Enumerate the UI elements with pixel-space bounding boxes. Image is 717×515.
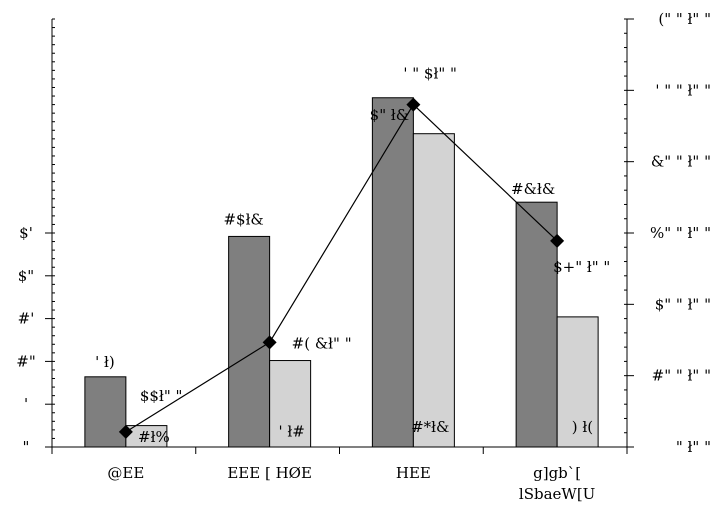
line-marker-4 — [550, 233, 565, 248]
y-right-tick-label: (" " ł" " — [658, 10, 711, 28]
y-right-tick-label: %" " ł" " — [650, 224, 711, 242]
bar-dark-1 — [84, 376, 127, 448]
x-tick-label: HEE — [396, 464, 431, 482]
bar-dark-label: ' ł) — [95, 353, 115, 371]
x-tick-label: @EE — [107, 464, 144, 482]
x-tick-label: g]gb`[lSbaeW[U — [519, 464, 595, 503]
bar-dark-2 — [228, 235, 271, 448]
bar-dark-4 — [515, 201, 558, 448]
bar-light-4 — [556, 316, 599, 448]
bar-light-2 — [269, 360, 312, 448]
bar-dark-label: #&ł& — [511, 180, 555, 198]
y-left-tick-label: ' — [24, 395, 28, 413]
bar-dark-label: #$ł& — [223, 210, 263, 228]
bar-light-3 — [412, 133, 455, 448]
y-right-tick-label: #" " ł" " — [652, 367, 711, 385]
x-tick-label: EEE [ HØE — [227, 464, 312, 482]
y-left-tick-label: $" — [18, 267, 34, 285]
bar-light-label: #ł% — [138, 428, 170, 446]
bar-light-label: ' ł# — [278, 423, 304, 441]
y-left-tick-label: " — [23, 438, 30, 456]
y-left-tick-label: $' — [19, 224, 33, 242]
line-series — [118, 97, 565, 439]
bar-dark-label: $" ł& — [370, 106, 409, 124]
bar-light-label: ) ł( — [572, 418, 593, 436]
bar-light-label: #*ł& — [411, 418, 449, 436]
line-marker-2 — [262, 335, 277, 350]
line-path — [125, 103, 558, 433]
line-data-label: $$ł" " — [140, 387, 183, 405]
bar-dark-3 — [371, 97, 414, 448]
y-right-tick-label: ' " " ł" " — [655, 81, 711, 99]
line-data-label: ' " $ł" " — [403, 65, 457, 83]
line-data-label: #( &ł" " — [292, 334, 352, 352]
axes — [45, 18, 634, 454]
y-left-tick-label: #" — [16, 352, 35, 370]
labels: " ' #" #' $" $' " ł" " #" " ł" " $" " ł" " %" " ł… — [16, 10, 711, 503]
y-left-tick-label: #' — [18, 310, 35, 328]
y-right-tick-label: $" " ł" " — [655, 295, 711, 313]
y-right-tick-label: &" " ł" " — [651, 153, 711, 171]
line-marker-3 — [406, 97, 421, 112]
bars — [84, 97, 599, 448]
y-right-tick-label: " ł" " — [676, 438, 711, 456]
line-data-label: $+" ł" " — [553, 258, 610, 276]
line-marker-1 — [118, 424, 133, 439]
